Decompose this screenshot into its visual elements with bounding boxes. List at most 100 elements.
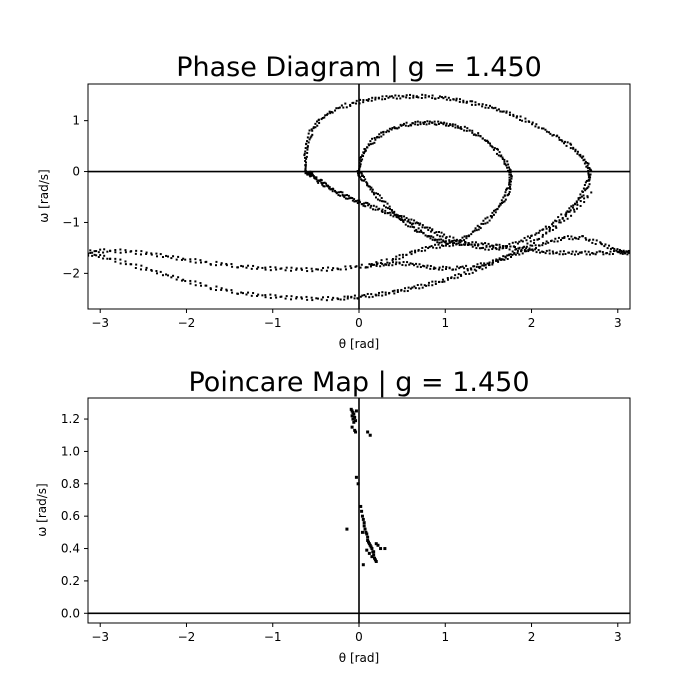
phase-point <box>449 99 452 102</box>
phase-point <box>509 180 512 183</box>
poincare-points <box>345 407 387 567</box>
phase-point <box>145 251 148 254</box>
phase-point <box>608 244 611 247</box>
poincare-point <box>360 530 364 534</box>
phase-point <box>582 194 585 197</box>
phase-point <box>419 222 422 225</box>
phase-point <box>592 238 595 241</box>
phase-point <box>589 176 592 179</box>
phase-point <box>568 210 571 213</box>
phase-point <box>475 269 478 272</box>
poincare-point <box>356 482 360 486</box>
phase-point <box>140 250 143 253</box>
phase-point <box>501 258 504 261</box>
phase-point <box>586 186 589 189</box>
phase-point <box>361 294 364 297</box>
phase-point <box>442 244 445 247</box>
phase-point <box>318 121 321 124</box>
phase-point <box>194 284 197 287</box>
phase-point <box>544 128 547 131</box>
phase-point <box>325 182 328 185</box>
phase-point <box>370 293 373 296</box>
phase-point <box>428 235 431 238</box>
phase-point <box>91 254 94 257</box>
phase-point <box>437 268 440 271</box>
phase-point <box>490 106 493 109</box>
poincare-point <box>370 547 374 551</box>
phase-point <box>400 288 403 291</box>
poincare-point <box>366 430 370 434</box>
phase-point <box>410 253 413 256</box>
phase-point <box>445 98 448 101</box>
phase-point <box>307 141 310 144</box>
phase-point <box>159 270 162 273</box>
phase-point <box>619 252 622 255</box>
phase-point <box>589 168 592 171</box>
phase-point <box>381 294 384 297</box>
phase-point <box>397 94 400 97</box>
phase-point <box>231 265 234 268</box>
phase-point <box>509 169 512 172</box>
phase-point <box>561 253 564 256</box>
phase-point <box>99 254 102 257</box>
phase-point <box>594 253 597 256</box>
phase-point <box>397 216 400 219</box>
phase-point <box>479 227 482 230</box>
phase-point <box>459 266 462 269</box>
phase-point <box>329 188 332 191</box>
phase-point <box>362 151 365 154</box>
phase-point <box>491 215 494 218</box>
phase-point <box>478 103 481 106</box>
phase-point <box>409 93 412 96</box>
phase-point <box>491 263 494 266</box>
phase-point <box>463 239 466 242</box>
phase-point <box>592 252 595 255</box>
phase-point <box>501 156 504 159</box>
phase-point <box>495 259 498 262</box>
phase-point <box>579 204 582 207</box>
phase-point <box>95 254 98 257</box>
phase-point <box>587 179 590 182</box>
phase-point <box>609 250 612 253</box>
phase-point <box>489 144 492 147</box>
poincare-point <box>374 559 378 563</box>
poincare-point <box>353 428 357 432</box>
phase-point <box>588 174 591 177</box>
phase-point <box>444 241 447 244</box>
phase-point <box>295 268 298 271</box>
poincare-point <box>379 547 383 551</box>
phase-point <box>493 209 496 212</box>
phase-point <box>433 120 436 123</box>
phase-point <box>497 260 500 263</box>
phase-point <box>356 172 359 175</box>
phase-point <box>571 206 574 209</box>
phase-point <box>488 104 491 107</box>
phase-point <box>189 279 192 282</box>
phase-point <box>541 127 544 130</box>
phase-point <box>209 288 212 291</box>
phase-point <box>477 134 480 137</box>
phase-point <box>589 173 592 176</box>
phase-point <box>544 252 547 255</box>
phase-point <box>335 107 338 110</box>
phase-point <box>310 135 313 138</box>
phase-point <box>465 264 468 267</box>
phase-point <box>384 209 387 212</box>
phase-point <box>366 201 369 204</box>
phase-point <box>587 162 590 165</box>
phase-point <box>355 99 358 102</box>
phase-point <box>421 246 424 249</box>
phase-point <box>568 251 571 254</box>
phase-point <box>392 96 395 99</box>
phase-point <box>458 100 461 103</box>
phase-point <box>349 265 352 268</box>
phase-point <box>391 290 394 293</box>
phase-point <box>337 298 340 301</box>
phase-point <box>285 295 288 298</box>
phase-point <box>250 294 253 297</box>
phase-point <box>591 241 594 244</box>
phase-point <box>590 191 593 194</box>
poincare-data-layer <box>88 398 630 623</box>
phase-point <box>436 241 439 244</box>
phase-point <box>623 252 626 255</box>
